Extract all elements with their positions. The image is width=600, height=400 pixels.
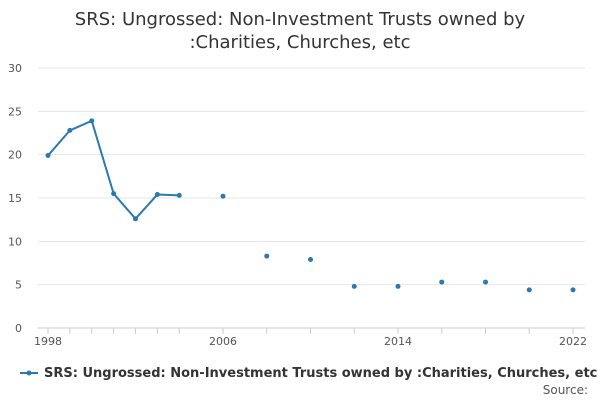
series-layer — [45, 118, 576, 293]
x-tick-label: 2006 — [209, 335, 237, 348]
data-point[interactable] — [351, 283, 357, 289]
y-axis: 0 5 10 15 20 25 30 — [8, 62, 22, 335]
x-tick-label: 2022 — [559, 335, 587, 348]
x-axis: 1998 2006 2014 2022 — [34, 328, 587, 348]
y-tick-label: 10 — [8, 235, 22, 248]
data-point[interactable] — [526, 287, 532, 293]
chart-title-line-2: :Charities, Churches, etc — [189, 32, 410, 53]
data-point[interactable] — [154, 192, 160, 198]
data-point[interactable] — [439, 279, 445, 285]
y-tick-label: 30 — [8, 62, 22, 75]
gridlines — [38, 67, 585, 329]
data-point[interactable] — [483, 279, 488, 285]
data-point[interactable] — [308, 257, 313, 263]
data-point[interactable] — [220, 193, 226, 199]
y-tick-label: 5 — [15, 279, 22, 292]
data-point[interactable] — [133, 216, 138, 222]
x-tick-label: 1998 — [34, 335, 62, 348]
data-point[interactable] — [570, 287, 576, 293]
y-tick-label: 20 — [8, 149, 22, 162]
y-tick-label: 15 — [8, 192, 22, 205]
data-point[interactable] — [89, 118, 95, 124]
x-tick-label: 2014 — [384, 335, 412, 348]
y-tick-label: 25 — [8, 105, 22, 118]
data-point[interactable] — [264, 253, 270, 259]
series-line-0 — [47, 119, 180, 221]
data-point[interactable] — [67, 127, 73, 133]
chart-title-line-1: SRS: Ungrossed: Non-Investment Trusts ow… — [75, 9, 526, 30]
data-point[interactable] — [395, 283, 401, 289]
data-point[interactable] — [111, 191, 117, 197]
source-label[interactable]: Source: — [543, 383, 588, 397]
legend[interactable]: SRS: Ungrossed: Non-Investment Trusts ow… — [20, 366, 597, 381]
legend-marker-dot — [26, 370, 32, 376]
legend-label: SRS: Ungrossed: Non-Investment Trusts ow… — [44, 366, 597, 381]
y-tick-label: 0 — [15, 322, 22, 335]
data-point[interactable] — [176, 192, 182, 198]
data-point[interactable] — [45, 153, 51, 159]
